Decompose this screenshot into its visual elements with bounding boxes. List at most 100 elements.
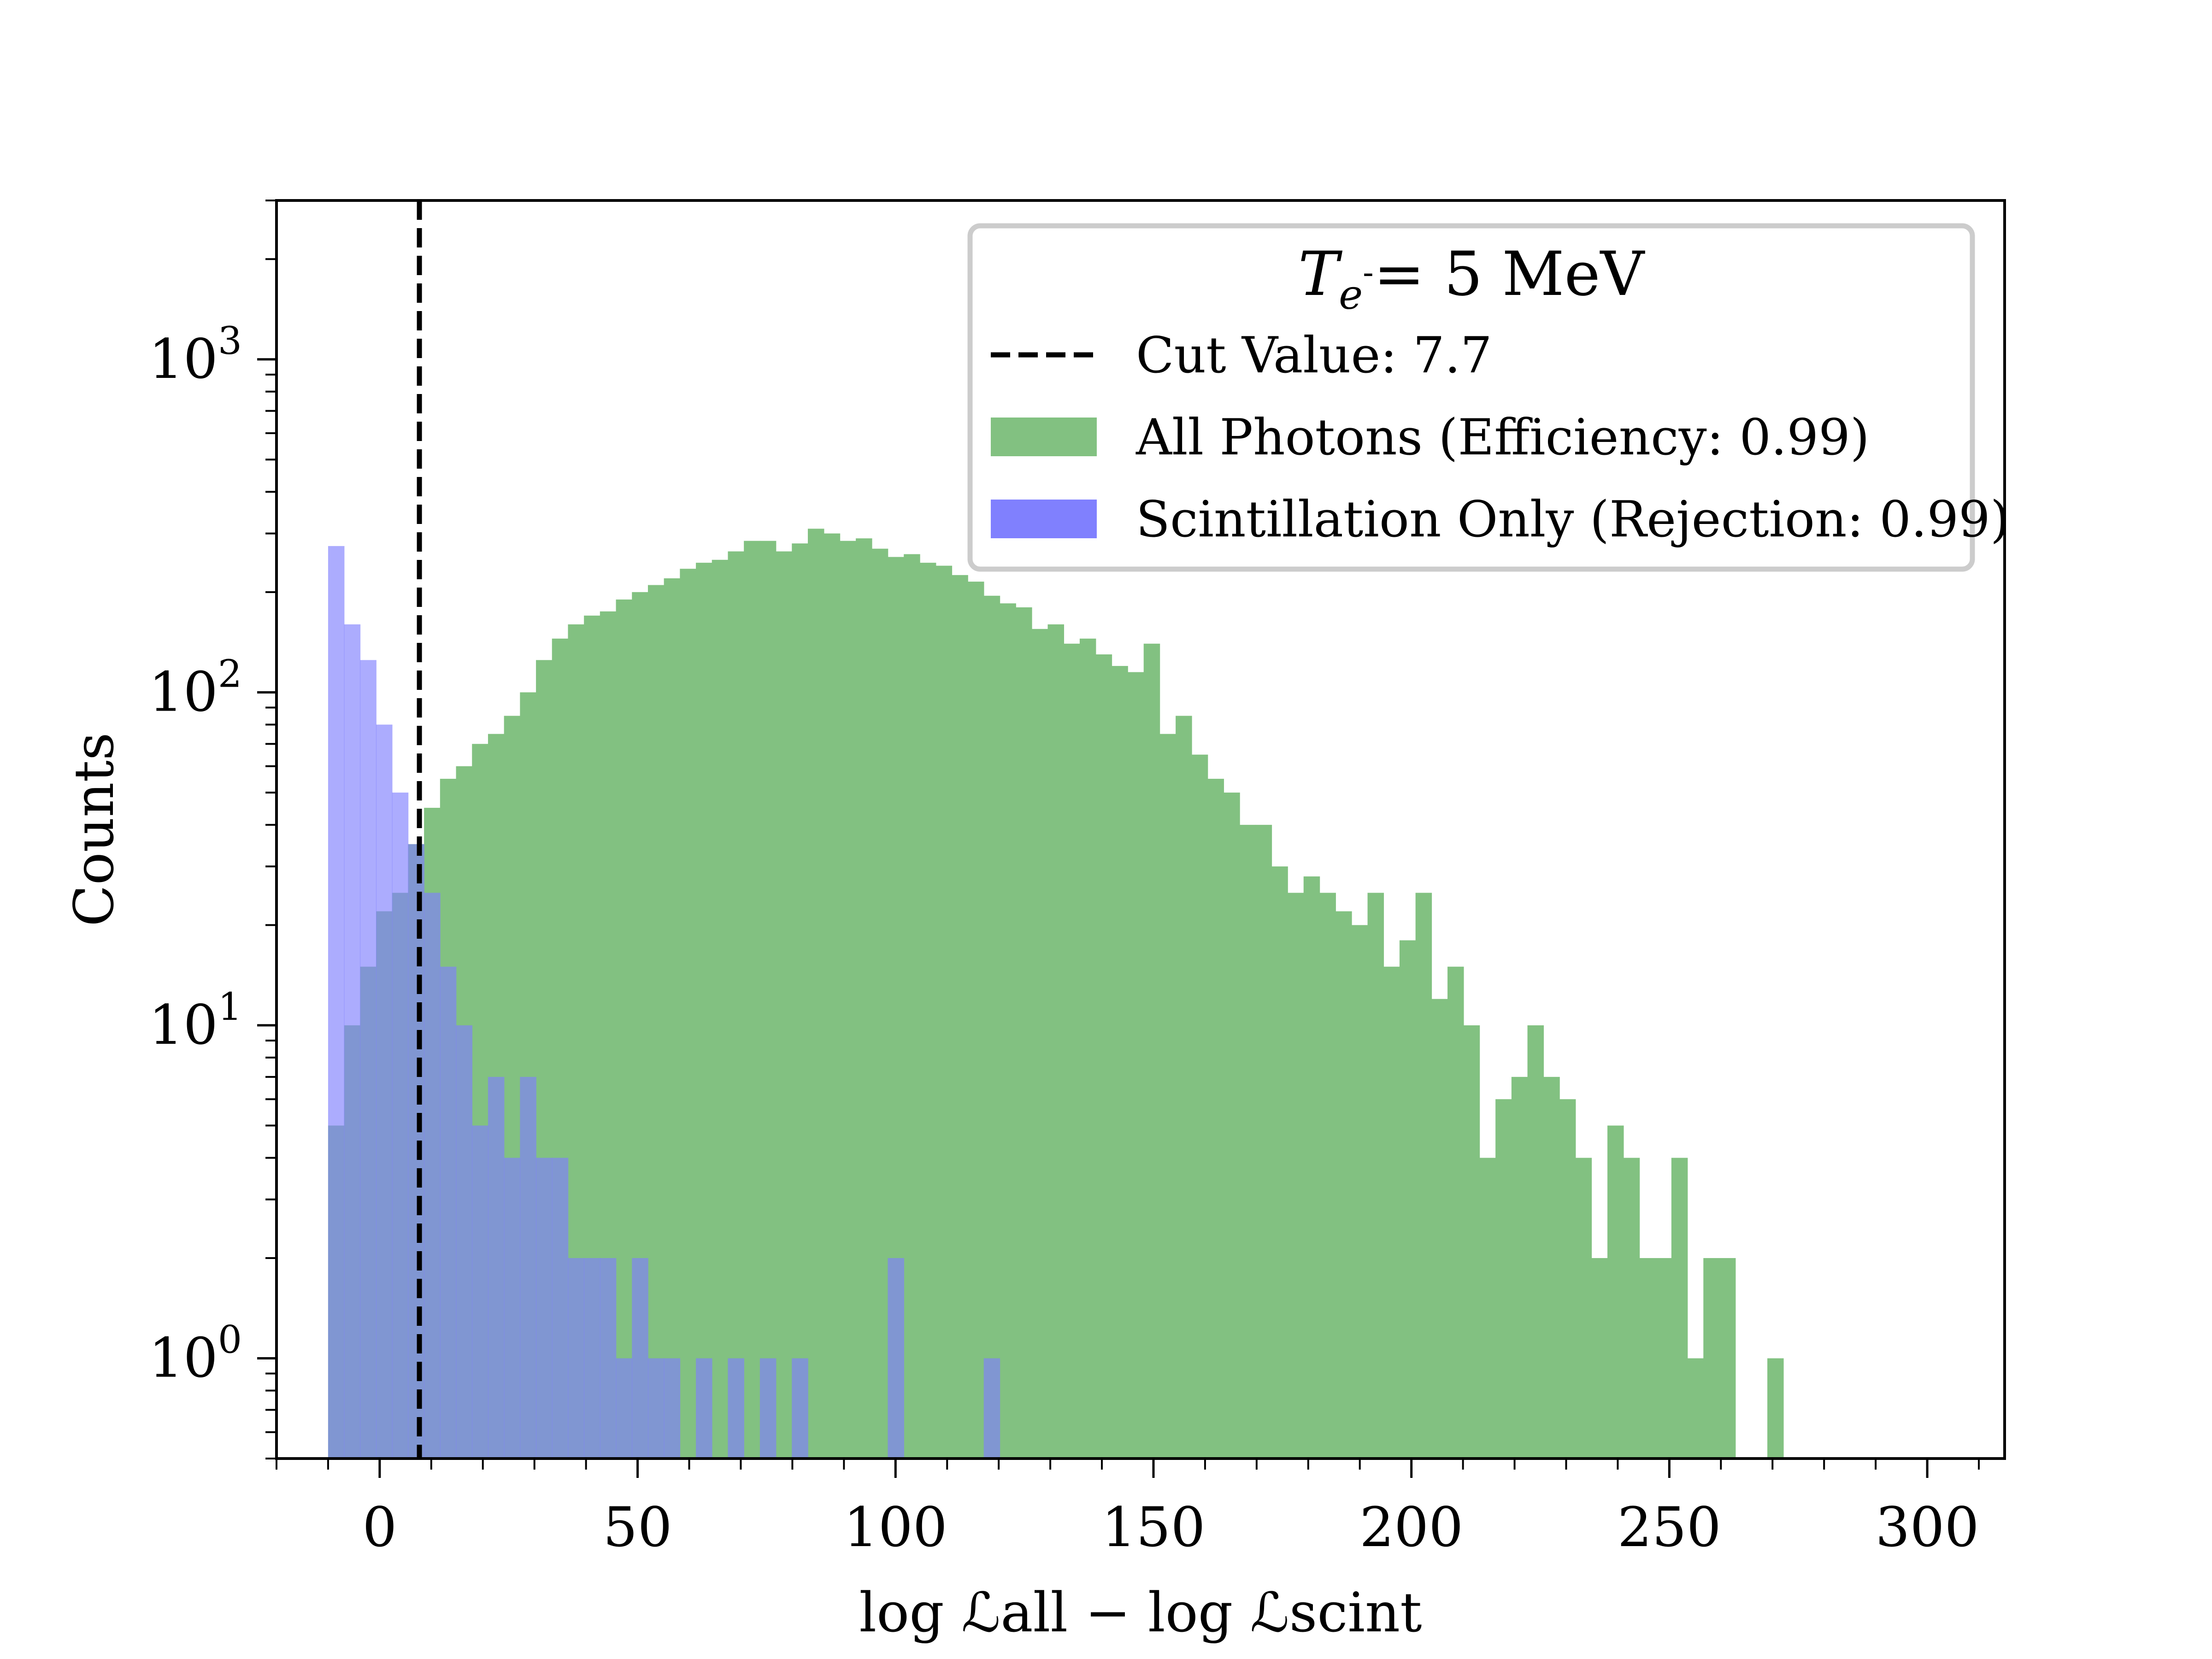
histogram-bar — [552, 1158, 569, 1459]
y-tick-label: 103 — [149, 319, 242, 391]
histogram-bar — [1303, 876, 1320, 1459]
histogram-bar — [584, 1258, 600, 1459]
histogram-bar — [1128, 672, 1144, 1459]
legend: Te-= 5 MeV Cut Value: 7.7 All Photons (Eff… — [967, 223, 2010, 572]
histogram-bar — [871, 548, 888, 1459]
histogram-bar — [744, 541, 760, 1459]
x-tick-label: 300 — [1875, 1495, 1979, 1559]
histogram-bar — [440, 966, 457, 1459]
legend-box — [967, 223, 1975, 572]
axes: 0 50 100 150 200 250 300 100 101 102 103 log ℒall −… — [62, 200, 1980, 1644]
histogram-bar — [1335, 911, 1352, 1459]
legend-marker — [991, 418, 1097, 456]
histogram-bar — [472, 1125, 488, 1459]
histogram-bar — [664, 1358, 681, 1459]
histogram-bar — [728, 551, 744, 1459]
histogram-bar — [1623, 1158, 1640, 1459]
histogram-bar — [1271, 866, 1288, 1459]
plot-bars — [328, 529, 1784, 1459]
histogram-bar — [856, 538, 872, 1459]
histogram-bar — [1031, 629, 1048, 1459]
histogram-bar — [1655, 1258, 1672, 1459]
y-tick-label: 102 — [149, 652, 242, 724]
histogram-bar — [952, 575, 968, 1459]
histogram-bar — [1191, 754, 1208, 1459]
histogram-bar — [344, 624, 361, 1459]
y-tick-label: 101 — [149, 985, 242, 1057]
legend-label: Cut Value: 7.7 — [1136, 327, 1492, 384]
histogram-bar — [1591, 1258, 1608, 1459]
legend-title: Te-= 5 MeV — [1298, 239, 1646, 318]
histogram-bar — [1112, 666, 1128, 1459]
histogram-bar — [759, 541, 777, 1459]
y-tick-label: 100 — [149, 1318, 242, 1389]
histogram-bar — [1575, 1158, 1592, 1459]
histogram-bar — [1319, 893, 1336, 1459]
histogram-bar — [888, 1258, 904, 1459]
histogram-bar — [488, 1077, 505, 1459]
histogram-bar — [376, 724, 393, 1459]
histogram-bar — [728, 1358, 744, 1459]
histogram-bar — [824, 533, 841, 1459]
histogram-bar — [904, 554, 920, 1459]
histogram-bar — [776, 551, 793, 1459]
legend-label: Scintillation Only (Rejection: 0.99) — [1136, 491, 2010, 548]
histogram-bar — [1479, 1158, 1496, 1459]
histogram-bar — [1447, 966, 1464, 1459]
histogram-bar — [600, 1258, 617, 1459]
histogram-bar — [1543, 1077, 1560, 1459]
histogram-bar — [1463, 1025, 1480, 1459]
histogram-bar — [1255, 824, 1272, 1459]
histogram-bar — [504, 1158, 521, 1459]
histogram-bar — [1047, 624, 1065, 1459]
histogram-bar — [408, 844, 424, 1459]
x-tick-label: 50 — [603, 1495, 672, 1559]
histogram-bar — [792, 543, 808, 1459]
histogram-bar — [1016, 607, 1032, 1459]
histogram-bar — [1143, 643, 1160, 1459]
histogram-bar — [1000, 603, 1016, 1459]
histogram-bar — [1176, 716, 1192, 1459]
plot-frame — [275, 199, 2006, 1460]
histogram-bar — [424, 893, 441, 1459]
histogram-bar — [1399, 940, 1416, 1459]
histogram-bar — [1367, 893, 1384, 1459]
x-tick-label: 150 — [1101, 1495, 1205, 1559]
histogram-bar — [1064, 643, 1080, 1459]
histogram-bar — [935, 565, 953, 1459]
histogram-bar — [1719, 1258, 1736, 1459]
histogram-bar — [968, 582, 984, 1459]
histogram-bar — [616, 599, 633, 1459]
histogram-bar — [392, 792, 409, 1459]
histogram-bar — [647, 585, 665, 1459]
histogram-bar — [1159, 734, 1176, 1459]
histogram-bar — [520, 1077, 536, 1459]
histogram-bar — [1495, 1099, 1512, 1459]
x-axis-label: log ℒall − log ℒscint — [859, 1581, 1422, 1644]
histogram-bar — [840, 541, 856, 1459]
histogram-bar — [792, 1358, 808, 1459]
histogram-bar — [1207, 778, 1224, 1459]
histogram-bar — [616, 1358, 633, 1459]
histogram-bar — [1559, 1099, 1576, 1459]
histogram-bar — [664, 578, 681, 1459]
legend-marker — [991, 500, 1097, 538]
x-tick-label: 100 — [844, 1495, 947, 1559]
histogram-bar — [1687, 1358, 1704, 1459]
histogram-bar — [1288, 893, 1304, 1459]
x-tick-label: 200 — [1359, 1495, 1463, 1559]
histogram-bar — [919, 563, 936, 1459]
histogram-bar — [1224, 792, 1240, 1459]
histogram-bar — [456, 1025, 473, 1459]
histogram-bar — [1703, 1258, 1720, 1459]
histogram-bar — [536, 1158, 553, 1459]
histogram-bar — [360, 660, 377, 1459]
histogram-bar — [1095, 654, 1112, 1459]
histogram-bar — [680, 569, 696, 1459]
histogram-bar — [696, 563, 712, 1459]
y-axis-label: Counts — [62, 732, 126, 926]
histogram-bar — [1767, 1358, 1784, 1459]
histogram-bar — [1079, 638, 1096, 1459]
histogram-bar — [1431, 999, 1448, 1459]
histogram-bar — [696, 1358, 712, 1459]
